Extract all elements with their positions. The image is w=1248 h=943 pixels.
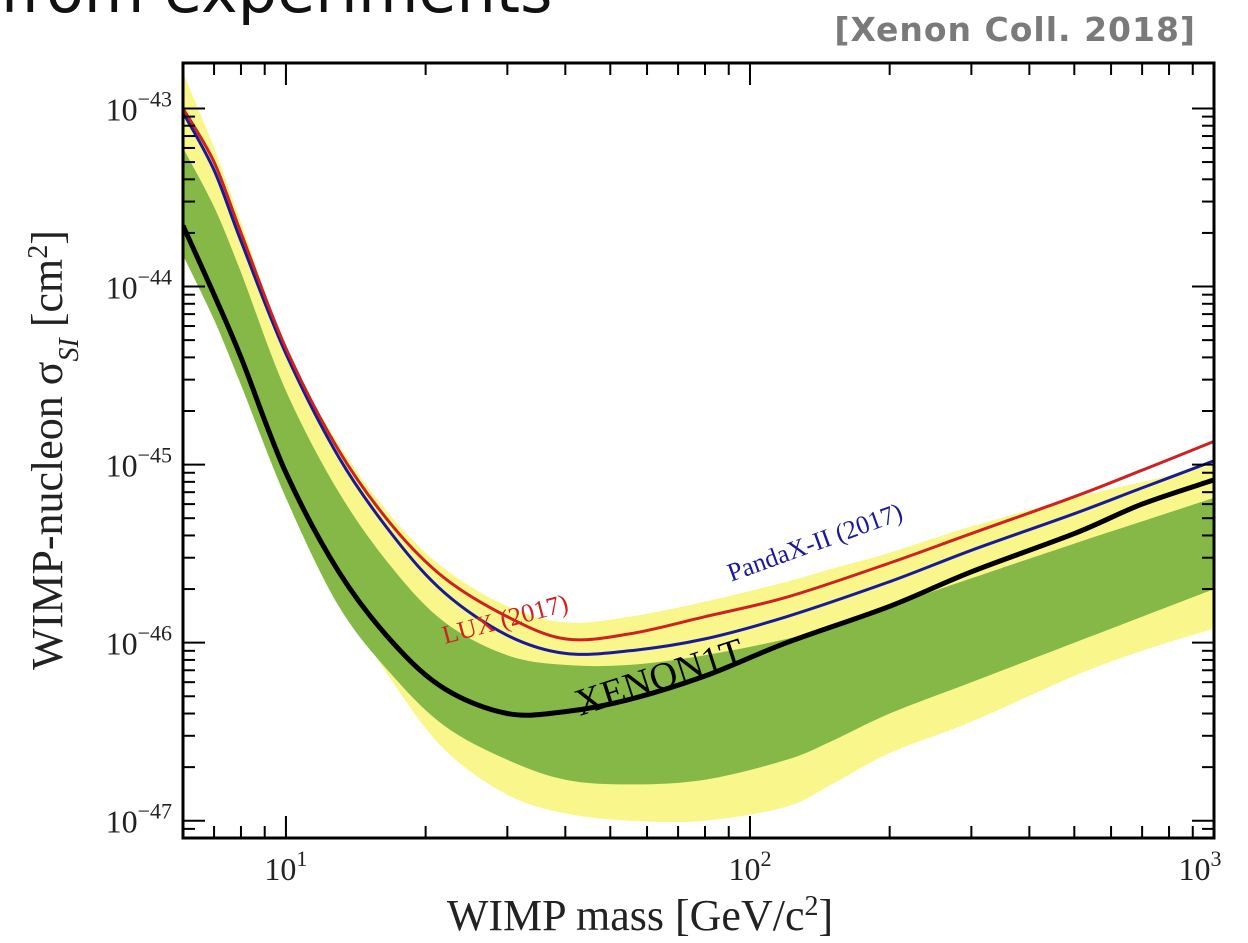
band-1sigma bbox=[183, 148, 1214, 785]
x-tick-label: 102 bbox=[729, 846, 772, 887]
series-line-xenon1t bbox=[183, 224, 1214, 718]
slide-title-fragment: from experiments bbox=[0, 0, 552, 27]
y-tick-label: 10−43 bbox=[106, 87, 172, 128]
x-tick-label: 101 bbox=[264, 846, 307, 887]
y-tick-label: 10−46 bbox=[106, 621, 172, 662]
y-axis-label: WIMP-nucleon σSI [cm2] bbox=[23, 230, 85, 670]
x-tick-label: 103 bbox=[1179, 846, 1222, 887]
y-tick-label: 10−47 bbox=[106, 799, 172, 840]
series-line-pandax bbox=[183, 111, 1214, 656]
citation: [Xenon Coll. 2018] bbox=[834, 10, 1196, 49]
y-tick-label: 10−44 bbox=[106, 265, 172, 306]
series-line-lux bbox=[183, 107, 1214, 642]
x-axis-label: WIMP mass [GeV/c2] bbox=[447, 891, 833, 941]
plot-frame bbox=[181, 61, 1216, 840]
y-tick-label: 10−45 bbox=[106, 443, 172, 484]
